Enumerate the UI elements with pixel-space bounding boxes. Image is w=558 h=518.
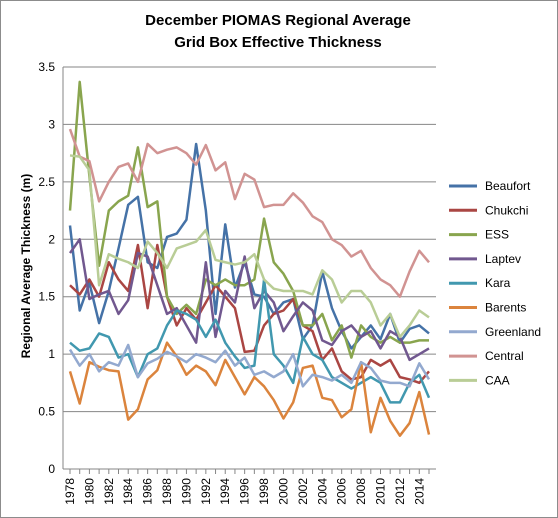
series-line-laptev: [68, 238, 430, 362]
legend-label: Greenland: [485, 325, 541, 339]
legend-label: Laptev: [485, 252, 521, 266]
y-tick-label: 0: [48, 462, 55, 476]
x-tick-label: 1986: [141, 478, 155, 505]
y-axis-title: Regional Average Thickness (m): [19, 174, 33, 359]
x-tick-label: 2012: [393, 478, 407, 505]
series-line-barents: [68, 341, 431, 437]
chart-subtitle: Grid Box Effective Thickness: [174, 34, 382, 51]
x-tick-label: 1996: [238, 478, 252, 505]
series-line-greenland: [68, 343, 431, 388]
y-tick-label: 0.5: [38, 405, 55, 419]
legend-label: CAA: [485, 373, 510, 387]
y-tick-label: 2: [48, 232, 55, 246]
series-line-beaufort: [68, 142, 430, 350]
x-tick-label: 2008: [354, 478, 368, 505]
gridlines: [62, 66, 436, 470]
x-tick-label: 1984: [121, 478, 135, 505]
legend-label: Central: [485, 349, 524, 363]
x-axis-ticks: 1978 1980 1982 1984 1986 1988 1990 1992 1994 1996…: [63, 469, 430, 505]
x-tick-label: 2006: [335, 478, 349, 505]
y-tick-label: 1.5: [38, 290, 55, 304]
y-tick-label: 3.5: [38, 60, 55, 74]
x-tick-label: 2000: [276, 478, 290, 505]
chart-title: December PIOMAS Regional Average: [145, 12, 411, 29]
x-tick-label: 1980: [82, 478, 96, 505]
x-tick-label: 2014: [412, 478, 426, 505]
x-tick-label: 2002: [296, 478, 310, 505]
x-tick-label: 1978: [63, 478, 77, 505]
x-tick-label: 1988: [160, 478, 174, 505]
y-tick-label: 2.5: [38, 175, 55, 189]
series-line-caa: [69, 154, 430, 339]
y-tick-label: 3: [48, 117, 55, 131]
x-tick-label: 1990: [179, 478, 193, 505]
legend-label: Chukchi: [485, 203, 528, 217]
x-tick-label: 2004: [315, 478, 329, 505]
series-line-chukchi: [69, 243, 430, 385]
x-tick-label: 1994: [218, 478, 232, 505]
x-tick-label: 1982: [102, 478, 116, 505]
series-lines: [68, 80, 431, 437]
legend: Beaufort Chukchi ESS Laptev Kara Barents Green…: [449, 179, 541, 387]
x-tick-label: 1992: [199, 478, 213, 505]
series-line-central: [68, 128, 430, 298]
x-tick-label: 2010: [373, 478, 387, 505]
legend-label: Beaufort: [485, 179, 531, 193]
x-tick-label: 1998: [257, 478, 271, 505]
legend-label: ESS: [485, 228, 509, 242]
legend-label: Kara: [485, 276, 511, 290]
legend-label: Barents: [485, 301, 526, 315]
y-tick-label: 1: [48, 347, 55, 361]
y-axis-ticks: 0 0.5 1 1.5 2 2.5 3 3.5: [38, 60, 55, 476]
